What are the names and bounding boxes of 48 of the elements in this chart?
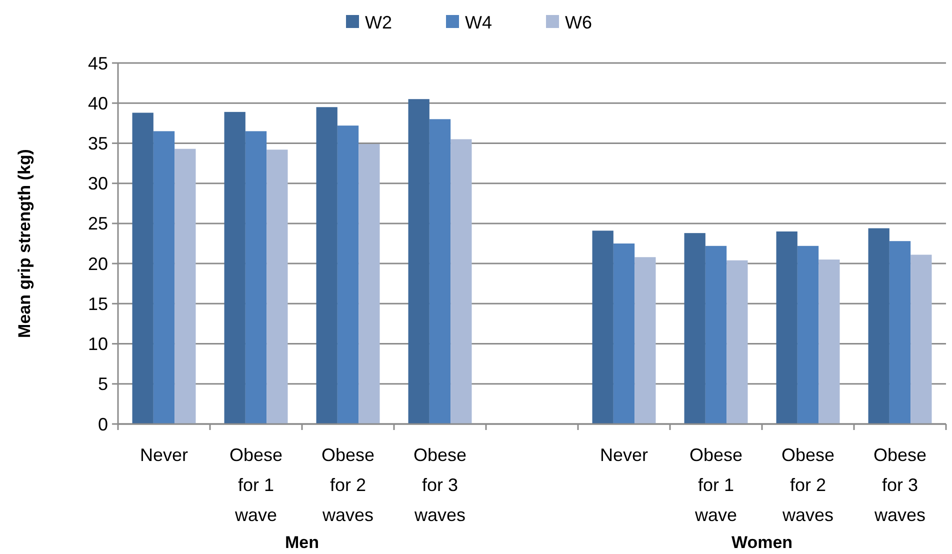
bar [592, 230, 614, 424]
bar [408, 99, 430, 424]
x-tick-label: Obese for 1 wave [689, 445, 743, 525]
text: Men [285, 533, 319, 552]
legend-label: W6 [565, 12, 592, 32]
x-tick-label: Obese for 1 wave [229, 445, 283, 525]
y-tick-label: 25 [88, 214, 108, 234]
bar [266, 150, 288, 424]
y-tick-label: 45 [88, 53, 108, 74]
y-tick-label: 15 [88, 294, 108, 314]
bar [245, 131, 267, 424]
bar [868, 228, 890, 424]
bar [153, 131, 175, 424]
bar [358, 144, 380, 424]
y-tick-label: 35 [88, 134, 108, 154]
y-axis-title: Mean grip strength (kg) [15, 149, 34, 338]
legend-label: W4 [465, 12, 492, 32]
bar [613, 244, 635, 424]
bar [818, 260, 840, 424]
x-tick-label: Obese for 3 waves [413, 445, 467, 525]
bar [429, 119, 451, 424]
y-tick-label: 0 [98, 414, 108, 434]
bar [684, 233, 706, 424]
y-tick-label: 30 [88, 174, 108, 194]
bar [132, 112, 154, 424]
x-tick-label: Never [140, 445, 188, 465]
bar [776, 231, 798, 424]
bar [889, 241, 911, 424]
bar [726, 260, 748, 424]
bar [634, 257, 656, 424]
y-tick-label: 40 [88, 93, 108, 114]
bar [705, 246, 727, 424]
bar [174, 148, 196, 424]
legend-label: W2 [365, 12, 392, 32]
bar [450, 139, 472, 424]
bar [910, 254, 932, 424]
x-tick-label: Obese for 3 waves [873, 445, 927, 525]
bar [337, 126, 359, 424]
bar [316, 107, 338, 424]
y-tick-label: 20 [88, 254, 108, 274]
y-tick-label: 10 [88, 334, 108, 354]
bar [797, 246, 819, 424]
text: Women [731, 533, 793, 552]
x-tick-label: Never [600, 445, 648, 465]
x-tick-label: Obese for 2 waves [781, 445, 835, 525]
x-tick-label: Obese for 2 waves [321, 445, 375, 525]
y-tick-label: 5 [98, 374, 108, 394]
bar [224, 112, 246, 424]
